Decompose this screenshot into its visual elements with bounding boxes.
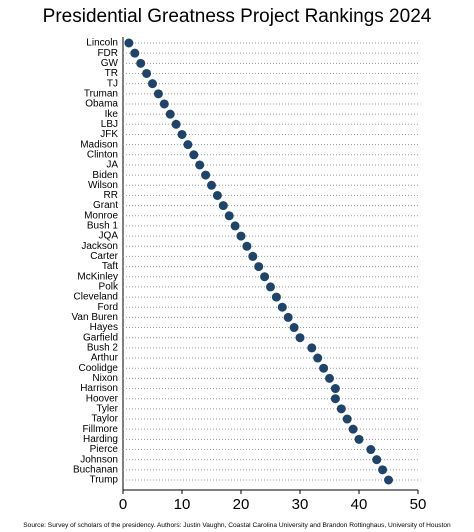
- dot: [195, 160, 205, 170]
- x-tick-label: 40: [351, 496, 368, 513]
- dot: [372, 455, 382, 465]
- y-tick-label: Pierce: [90, 444, 119, 455]
- dot: [289, 323, 299, 333]
- dot: [342, 414, 352, 424]
- dot: [124, 38, 134, 48]
- y-tick-label: Carter: [90, 251, 118, 262]
- y-tick-label: Ike: [105, 109, 119, 120]
- chart-title: Presidential Greatness Project Rankings …: [43, 6, 432, 27]
- dot: [230, 221, 240, 231]
- dot: [142, 68, 152, 78]
- y-tick-label: Bush 2: [87, 343, 119, 354]
- dot: [183, 140, 193, 150]
- dot: [348, 424, 358, 434]
- dot: [319, 363, 329, 373]
- dot: [159, 99, 169, 109]
- dot: [136, 58, 146, 68]
- y-tick-label: Monroe: [84, 210, 118, 221]
- source-note: Source: Survey of scholars of the presid…: [23, 522, 451, 529]
- dot: [218, 201, 228, 211]
- dot: [330, 384, 340, 394]
- y-tick-label: Cleveland: [74, 292, 118, 303]
- y-tick-label: Madison: [80, 139, 118, 150]
- y-tick-label: Ford: [97, 302, 118, 313]
- y-tick-label: Tyler: [96, 404, 118, 415]
- y-tick-label: Taylor: [91, 414, 118, 425]
- dot: [271, 292, 281, 302]
- y-tick-label: Trump: [89, 475, 118, 486]
- y-tick-label: Fillmore: [82, 424, 118, 435]
- x-tick-label: 30: [292, 496, 309, 513]
- dot: [325, 373, 334, 383]
- dot: [171, 119, 181, 129]
- y-tick-label: RR: [104, 190, 118, 201]
- y-tick-label: Wilson: [88, 180, 118, 191]
- y-tick-label: Hayes: [90, 322, 118, 333]
- dot: [384, 475, 393, 485]
- dot: [260, 272, 270, 282]
- y-tick-label: Bush 1: [87, 221, 119, 232]
- y-tick-label: GW: [101, 58, 119, 69]
- dot: [148, 79, 157, 89]
- x-tick-label: 0: [119, 496, 127, 513]
- dot: [189, 150, 199, 160]
- y-tick-label: Truman: [84, 88, 118, 99]
- y-tick-label: LBJ: [101, 119, 118, 130]
- y-tick-label: Polk: [99, 282, 119, 293]
- dot: [313, 353, 323, 363]
- y-tick-label: Hoover: [86, 393, 119, 404]
- y-tick-label: JFK: [100, 129, 118, 140]
- x-tick-label: 50: [410, 496, 427, 513]
- y-tick-label: Clinton: [87, 149, 118, 160]
- y-tick-label: JQA: [99, 231, 119, 242]
- dot: [224, 211, 234, 221]
- y-tick-label: Garfield: [83, 332, 118, 343]
- y-tick-label: Coolidge: [79, 363, 119, 374]
- dot: [153, 89, 163, 99]
- y-tick-label: Van Buren: [71, 312, 118, 323]
- y-tick-label: Buchanan: [73, 464, 118, 475]
- dot: [236, 231, 246, 241]
- y-tick-label: Grant: [93, 200, 118, 211]
- dot: [248, 251, 258, 261]
- y-tick-label: Taft: [102, 261, 118, 272]
- y-tick-label: Jackson: [81, 241, 118, 252]
- dot: [266, 282, 275, 292]
- dot: [201, 170, 211, 180]
- y-tick-label: Biden: [92, 170, 118, 181]
- dot: [254, 262, 264, 272]
- y-tick-label: Obama: [85, 99, 118, 110]
- dot: [366, 445, 376, 455]
- dot: [330, 394, 340, 404]
- dot: [165, 109, 175, 119]
- y-tick-label: Nixon: [92, 373, 118, 384]
- y-tick-label: Lincoln: [86, 38, 118, 49]
- dot: [283, 312, 293, 322]
- dot: [354, 434, 364, 444]
- y-tick-label: TJ: [107, 78, 118, 89]
- dot: [307, 343, 317, 353]
- dot: [378, 465, 388, 475]
- y-tick-label: Harrison: [80, 383, 118, 394]
- dot: [336, 404, 346, 414]
- dot: [207, 180, 216, 190]
- x-tick-label: 10: [174, 496, 191, 513]
- dot: [130, 48, 140, 58]
- y-tick-label: Harding: [83, 434, 118, 445]
- x-tick-label: 20: [233, 496, 250, 513]
- y-tick-label: FDR: [97, 48, 118, 59]
- dot: [277, 302, 287, 312]
- dot: [242, 241, 252, 251]
- dot: [212, 190, 222, 200]
- y-tick-label: Arthur: [91, 353, 119, 364]
- dot: [177, 129, 187, 139]
- y-tick-label: TR: [105, 68, 118, 79]
- y-tick-label: McKinley: [77, 271, 118, 282]
- dot: [295, 333, 305, 343]
- y-tick-label: JA: [106, 160, 118, 171]
- y-tick-label: Johnson: [80, 454, 118, 465]
